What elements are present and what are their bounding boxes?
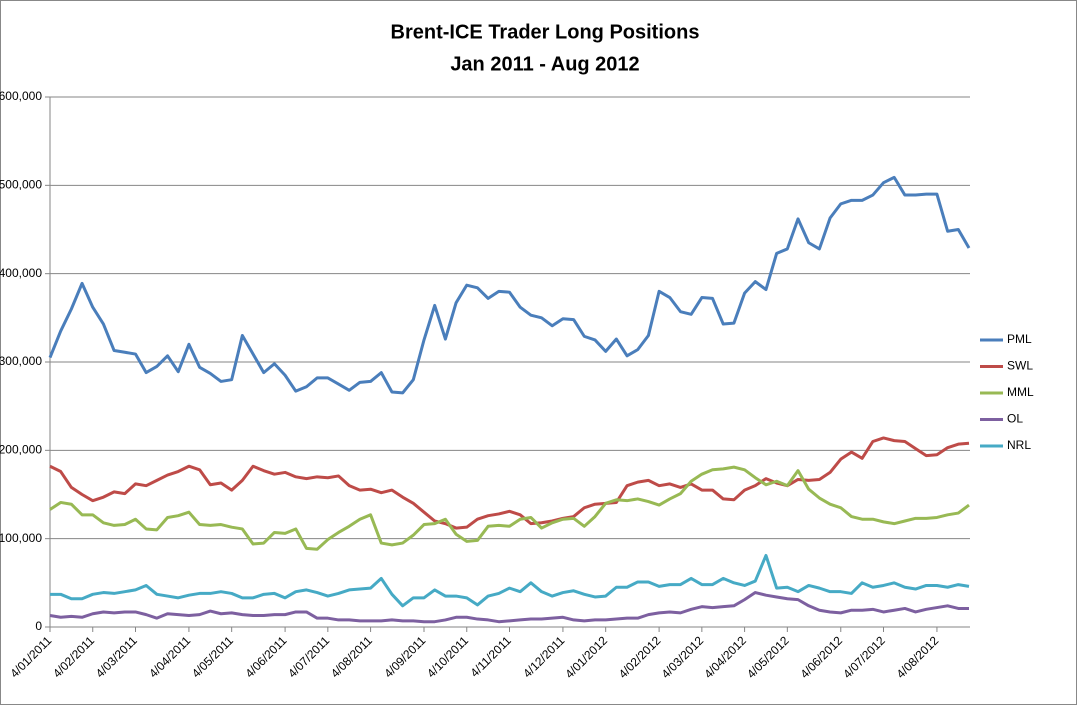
y-tick-label: 100,000 (0, 531, 42, 545)
y-tick-label: 200,000 (0, 443, 42, 457)
series-line (50, 553, 970, 608)
legend-label: MML (1007, 385, 1034, 399)
legend-label: NRL (1007, 438, 1031, 452)
legend-label: OL (1007, 412, 1023, 426)
y-tick-label: 0 (35, 619, 42, 633)
series-line (49, 591, 969, 624)
y-tick-label: 500,000 (0, 178, 42, 192)
legend-label: SWL (1007, 359, 1033, 373)
series-line (48, 175, 971, 395)
chart-title: Brent-ICE Trader Long Positions (391, 21, 700, 43)
series-line (49, 465, 970, 551)
y-tick-label: 600,000 (0, 89, 42, 103)
y-tick-label: 400,000 (0, 266, 42, 280)
legend-label: PML (1007, 332, 1032, 346)
series-line (49, 436, 970, 530)
chart-subtitle: Jan 2011 - Aug 2012 (450, 53, 639, 75)
y-tick-label: 300,000 (0, 354, 42, 368)
